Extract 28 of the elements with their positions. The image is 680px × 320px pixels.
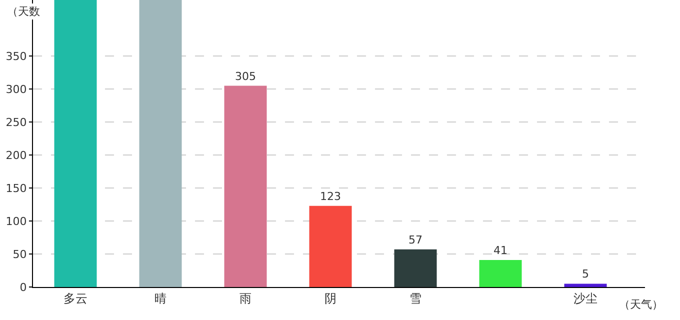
x-tick-label: 雪	[410, 291, 422, 306]
y-tick-label: 250	[6, 116, 27, 129]
data-label: 123	[320, 190, 341, 203]
x-tick-label: 雨	[240, 291, 252, 306]
bar	[479, 260, 522, 287]
bar	[54, 0, 97, 287]
y-axis-title: （天数	[7, 5, 40, 18]
y-tick-label: 0	[20, 280, 27, 294]
y-tick-label: 300	[6, 82, 27, 96]
y-tick-label: 50	[12, 248, 27, 261]
data-label: 41	[494, 244, 508, 257]
y-tick-label: 150	[6, 182, 27, 195]
data-label: 57	[408, 233, 422, 246]
x-tick-label: 多云	[64, 291, 88, 306]
y-tick-label: 100	[6, 214, 27, 228]
x-axis-title: （天气）	[619, 298, 663, 311]
bar	[394, 249, 437, 287]
bar	[309, 206, 352, 287]
x-tick-label: 阴	[324, 291, 336, 306]
y-tick-label: 350	[6, 50, 27, 63]
data-label: 5	[582, 268, 589, 281]
y-tick-label: 200	[6, 148, 27, 162]
bar	[139, 0, 182, 287]
x-tick-label: 晴	[154, 291, 166, 306]
data-label: 305	[235, 70, 256, 83]
bar	[224, 86, 267, 287]
x-tick-label: 沙尘	[574, 291, 598, 306]
bar	[564, 284, 607, 287]
